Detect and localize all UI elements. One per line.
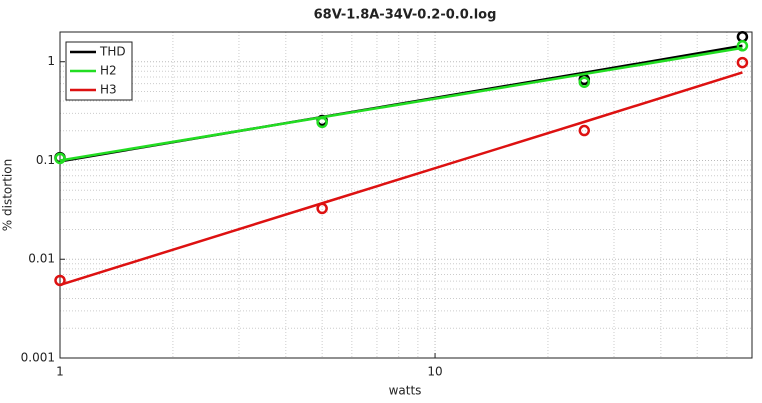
y-axis-label: % distortion xyxy=(1,159,15,231)
y-tick-label: 0.1 xyxy=(36,153,55,167)
data-point xyxy=(316,116,328,129)
plot-area xyxy=(60,32,752,358)
data-point xyxy=(54,152,66,165)
y-tick-label: 0.001 xyxy=(21,351,55,365)
chart-title: 68V-1.8A-34V-0.2-0.0.log xyxy=(314,8,497,23)
data-point xyxy=(578,124,591,137)
legend: THD H2 H3 xyxy=(65,41,133,101)
y-tick-label: 1 xyxy=(47,54,55,68)
legend-label: THD xyxy=(99,45,126,59)
data-point xyxy=(316,202,328,215)
legend-label: H3 xyxy=(100,83,117,97)
plot-frame xyxy=(59,31,753,359)
data-point xyxy=(578,76,591,88)
data-point xyxy=(54,274,66,287)
x-tick-label: 1 xyxy=(56,365,64,379)
legend-label: H2 xyxy=(100,64,117,78)
y-tick-label: 0.01 xyxy=(28,252,55,266)
fit-line xyxy=(59,71,743,287)
data-point xyxy=(736,56,749,69)
data-point xyxy=(736,40,749,52)
x-axis-label: watts xyxy=(389,384,422,398)
fit-line xyxy=(59,46,743,162)
x-tick-label: 10 xyxy=(427,365,442,379)
